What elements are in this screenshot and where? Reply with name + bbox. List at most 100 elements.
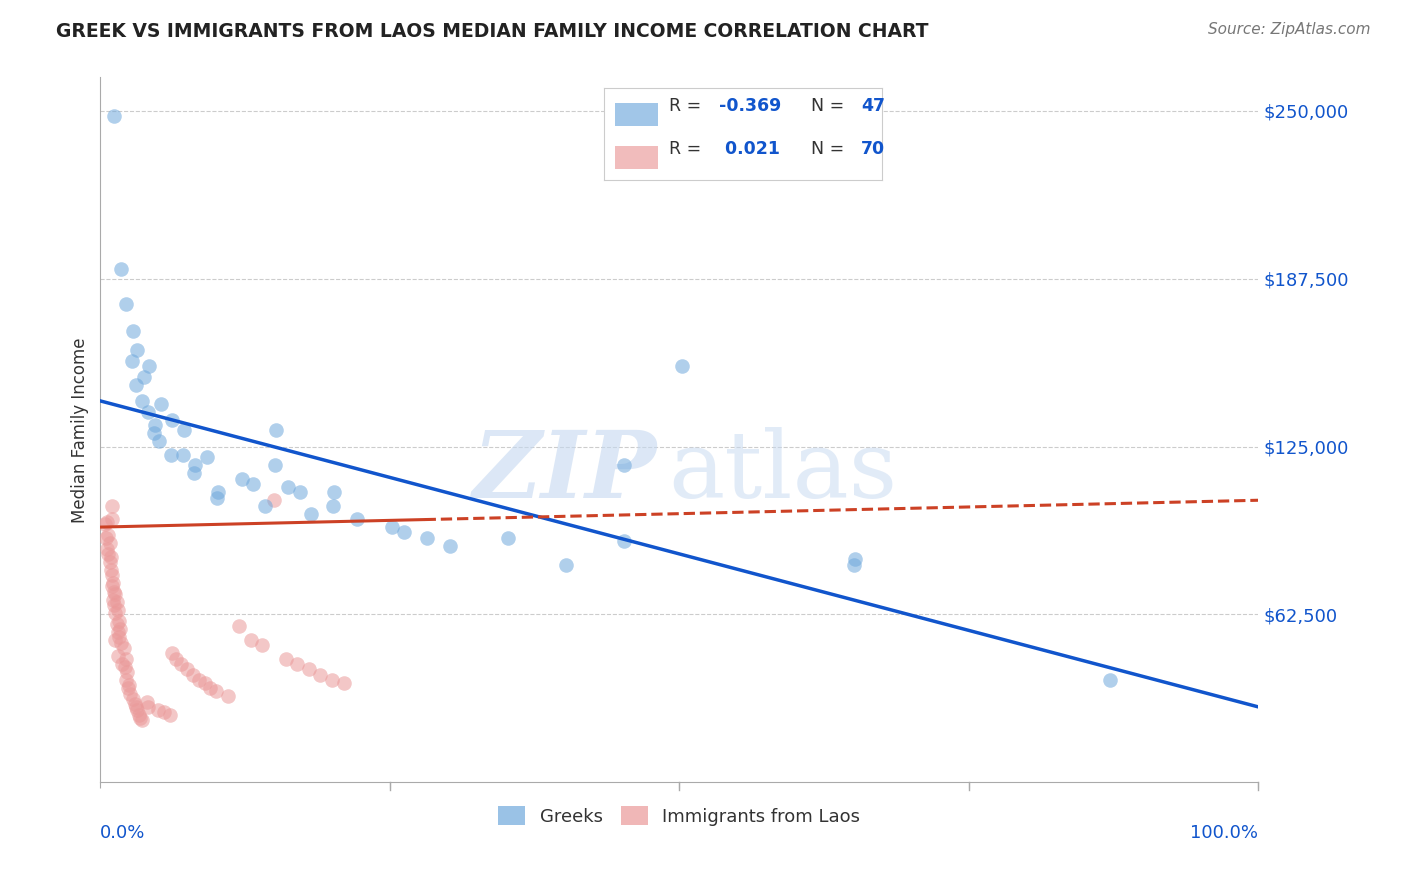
Point [844,558,866,572]
Point [554,558,576,572]
Point [103,598,125,612]
Point [97,528,120,542]
Point [253,499,276,513]
Point [181,667,204,681]
Point [107,603,129,617]
Point [96,515,118,529]
Point [124,698,146,712]
Point [148,434,170,449]
Point [114,651,136,665]
Point [114,659,136,673]
Point [321,673,343,687]
Point [160,448,183,462]
Point [101,592,124,607]
Point [207,485,229,500]
Point [231,472,253,486]
Text: ZIP: ZIP [472,427,657,517]
Point [105,616,128,631]
Text: atlas: atlas [668,427,897,517]
Point [111,657,134,671]
Point [131,714,153,728]
Point [118,678,141,692]
Y-axis label: Median Family Income: Median Family Income [72,337,89,523]
Point [98,555,121,569]
Point [121,353,143,368]
Point [101,576,124,591]
Point [613,458,636,473]
Point [274,651,297,665]
Legend: Greeks, Immigrants from Laos: Greeks, Immigrants from Laos [491,799,868,833]
Point [160,646,183,660]
Point [96,541,118,556]
Point [108,622,131,636]
Point [125,700,148,714]
Point [94,517,117,532]
Point [416,531,439,545]
Point [121,324,143,338]
Point [160,413,183,427]
Point [298,662,321,676]
Point [128,708,150,723]
Point [149,396,172,410]
Point [309,667,332,681]
Point [134,369,156,384]
Point [252,638,274,652]
Point [100,549,122,564]
Point [101,568,124,582]
Point [217,690,239,704]
Point [205,683,228,698]
Point [1099,673,1122,687]
Point [117,681,139,695]
Text: Source: ZipAtlas.com: Source: ZipAtlas.com [1208,22,1371,37]
Point [346,512,368,526]
Point [159,708,181,723]
Point [112,640,135,655]
Point [172,448,194,462]
Point [176,662,198,676]
Point [110,635,132,649]
Point [332,675,354,690]
Point [184,458,207,473]
Point [97,547,120,561]
Point [105,595,128,609]
Point [264,458,287,473]
Point [195,450,218,465]
Point [110,262,132,277]
Text: 100.0%: 100.0% [1191,824,1258,842]
Text: 0.0%: 0.0% [100,824,146,842]
Point [103,584,125,599]
Point [114,297,136,311]
Point [285,657,308,671]
Point [242,477,264,491]
Point [103,109,125,123]
Point [101,499,124,513]
Point [277,480,299,494]
Point [108,630,131,644]
Point [121,692,143,706]
Point [207,491,229,505]
Point [266,424,288,438]
Point [101,512,124,526]
Point [143,418,166,433]
Point [131,393,153,408]
Point [239,632,262,647]
Point [228,619,250,633]
Point [128,711,150,725]
Point [288,485,311,500]
Point [138,359,160,373]
Point [127,703,149,717]
Point [200,681,222,695]
Point [104,587,127,601]
Text: GREEK VS IMMIGRANTS FROM LAOS MEDIAN FAMILY INCOME CORRELATION CHART: GREEK VS IMMIGRANTS FROM LAOS MEDIAN FAM… [56,22,929,41]
Point [170,657,193,671]
Point [392,525,415,540]
Point [194,675,217,690]
Point [136,700,159,714]
Point [322,499,344,513]
Point [671,359,693,373]
Point [142,426,165,441]
Point [104,606,127,620]
Point [173,424,195,438]
Point [108,614,131,628]
Point [496,531,519,545]
